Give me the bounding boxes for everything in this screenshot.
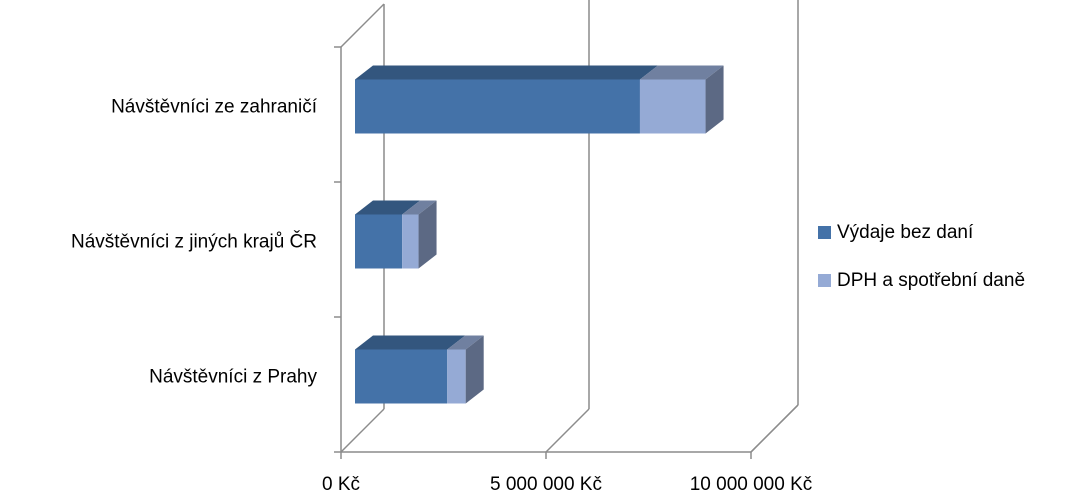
category-label: Návštěvníci z jiných krajů ČR [71,231,317,253]
bar-front-face [639,79,706,134]
gridlines [340,0,799,459]
bar-side-face [465,335,484,404]
bar-segment [355,335,466,404]
category-label: Návštěvníci ze zahraničí [111,97,318,118]
wall-top-edge [340,3,385,48]
bar-segment [639,65,724,134]
legend-label: DPH a spotřební daně [837,270,1025,291]
bar-side-face [418,200,437,269]
bar-front-face [355,79,640,134]
category-label: Návštěvníci z Prahy [149,367,317,388]
bar-front-face [355,349,448,404]
bars [355,65,724,404]
bar-segment [402,200,437,269]
tick-labels: 0 Kč 5 000 000 Kč 10 000 000 Kč [322,474,812,495]
bar-front-face [447,349,466,404]
bar-segment [447,335,484,404]
category-labels: Návštěvníci ze zahraničí Návštěvníci z ji… [71,97,318,388]
legend-swatch [818,274,831,287]
bar-top-face [355,65,658,80]
bar-top-face [355,200,421,215]
bar-top-face [402,200,437,215]
gridline-floor [750,404,799,453]
x-tick-label: 0 Kč [322,474,360,495]
legend-label: Výdaje bez daní [837,222,974,243]
bar-side-face [705,65,724,134]
floor-left-edge [340,408,385,453]
gridline-floor [545,408,590,453]
bar-front-face [355,214,403,269]
bar-top-face [639,65,724,80]
x-tick-label: 5 000 000 Kč [490,474,602,495]
x-tick-label: 10 000 000 Kč [690,474,813,495]
legend: Výdaje bez daní DPH a spotřební daně [818,222,1025,291]
bar-front-face [402,214,419,269]
legend-swatch [818,226,831,239]
bar-segment [355,200,421,269]
bar-segment [355,65,658,134]
bar-top-face [355,335,466,350]
bar-top-face [447,335,484,350]
